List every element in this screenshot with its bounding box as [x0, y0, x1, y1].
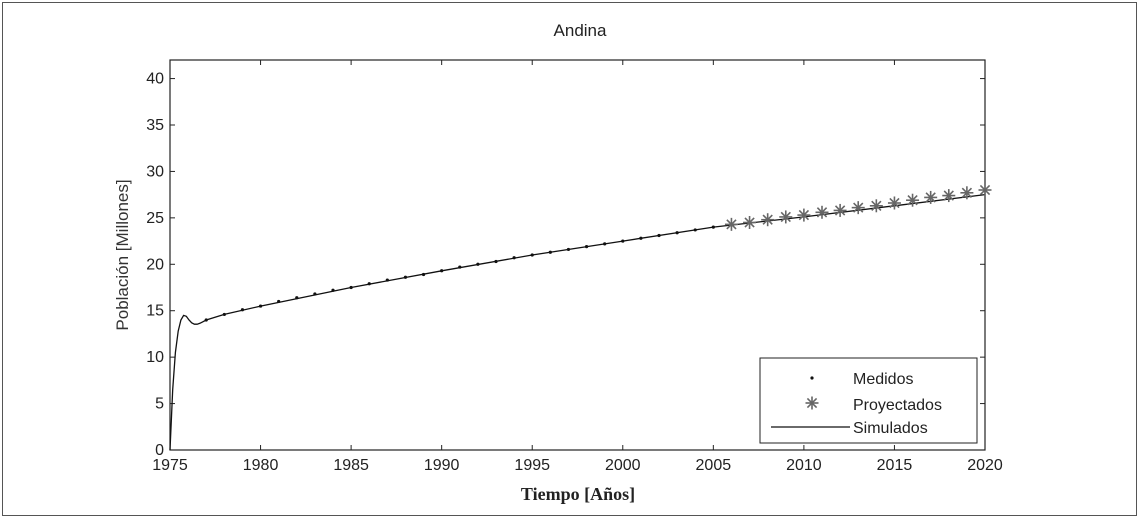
- medidos-point: [440, 269, 444, 273]
- x-tick-label: 2005: [696, 457, 732, 474]
- x-tick-label: 1990: [424, 457, 460, 474]
- medidos-point: [331, 288, 335, 292]
- medidos-point: [421, 272, 426, 277]
- proyectados-point: [869, 199, 883, 213]
- proyectados-point: [797, 208, 811, 222]
- medidos-point: [639, 236, 643, 240]
- proyectados-point: [833, 203, 847, 217]
- medidos-point: [295, 296, 299, 300]
- proyectados-point: [942, 189, 956, 203]
- medidos-point: [693, 228, 697, 232]
- proyectados-point: [743, 216, 757, 229]
- legend-marker-proyectados: [805, 396, 819, 410]
- medidos-point: [494, 259, 498, 264]
- proyectados-point: [960, 186, 974, 200]
- medidos-point: [711, 225, 715, 229]
- legend-label-simulados: Simulados: [853, 420, 928, 437]
- legend-label-medidos: Medidos: [853, 371, 913, 388]
- y-tick-label: 35: [146, 117, 164, 134]
- medidos-point: [548, 250, 552, 254]
- legend-label-proyectados: Proyectados: [853, 397, 942, 414]
- medidos-point: [512, 256, 516, 260]
- legend: Medidos Proyectados Simulados: [759, 357, 978, 444]
- y-tick-label: 15: [146, 303, 164, 320]
- chart-title: Andina: [554, 21, 607, 40]
- medidos-point: [603, 242, 607, 246]
- medidos-point: [621, 239, 625, 243]
- proyectados-point: [815, 205, 829, 219]
- proyectados-point: [887, 196, 901, 210]
- medidos-point: [313, 292, 317, 296]
- x-tick-label: 1975: [152, 457, 188, 474]
- medidos-point: [385, 278, 389, 282]
- medidos-point: [657, 233, 661, 238]
- x-axis-label: Tiempo [Años]: [521, 484, 635, 504]
- medidos-point: [367, 282, 371, 286]
- y-axis: 0 5 10 15 20 25 30 35 40: [146, 71, 985, 459]
- proyectados-point: [779, 210, 793, 224]
- legend-box: [759, 357, 978, 444]
- y-tick-label: 20: [146, 256, 164, 273]
- x-tick-label: 2000: [605, 457, 641, 474]
- x-tick-label: 1985: [333, 457, 369, 474]
- y-tick-label: 0: [155, 442, 164, 459]
- medidos-point: [258, 304, 263, 308]
- medidos-point: [240, 308, 245, 312]
- simulados-line: [169, 193, 986, 451]
- proyectados-point: [761, 213, 775, 227]
- y-tick-label: 5: [155, 396, 164, 413]
- y-tick-label: 10: [146, 349, 164, 366]
- medidos-point: [584, 245, 589, 249]
- proyectados-point: [924, 190, 938, 204]
- medidos-point: [566, 247, 571, 252]
- x-tick-label: 2010: [786, 457, 822, 474]
- proyectados-point: [851, 201, 865, 215]
- x-axis: 1975 1980 1985 1990 1995 2000 2005 2010 2015 2020: [152, 60, 1003, 474]
- medidos-point: [675, 231, 679, 235]
- y-tick-label: 30: [146, 163, 164, 180]
- medidos-point: [222, 312, 226, 317]
- y-axis-label: Población [Millones]: [113, 179, 132, 330]
- series-layer: [169, 183, 992, 451]
- medidos-point: [476, 262, 480, 266]
- plot-area: [169, 59, 986, 451]
- proyectados-point: [724, 217, 738, 231]
- x-tick-label: 2015: [877, 457, 913, 474]
- x-tick-label: 1980: [243, 457, 279, 474]
- legend-marker-medidos: [810, 376, 814, 380]
- medidos-point: [458, 265, 462, 269]
- proyectados-point: [906, 193, 920, 207]
- medidos-point: [204, 318, 208, 322]
- x-tick-label: 2020: [967, 457, 1003, 474]
- proyectados-point: [978, 183, 992, 197]
- x-tick-label: 1995: [514, 457, 550, 474]
- medidos-point: [530, 253, 534, 257]
- y-tick-label: 25: [146, 210, 164, 227]
- y-tick-label: 40: [146, 71, 164, 88]
- medidos-point: [277, 299, 281, 304]
- medidos-point: [403, 275, 408, 279]
- medidos-point: [349, 285, 353, 290]
